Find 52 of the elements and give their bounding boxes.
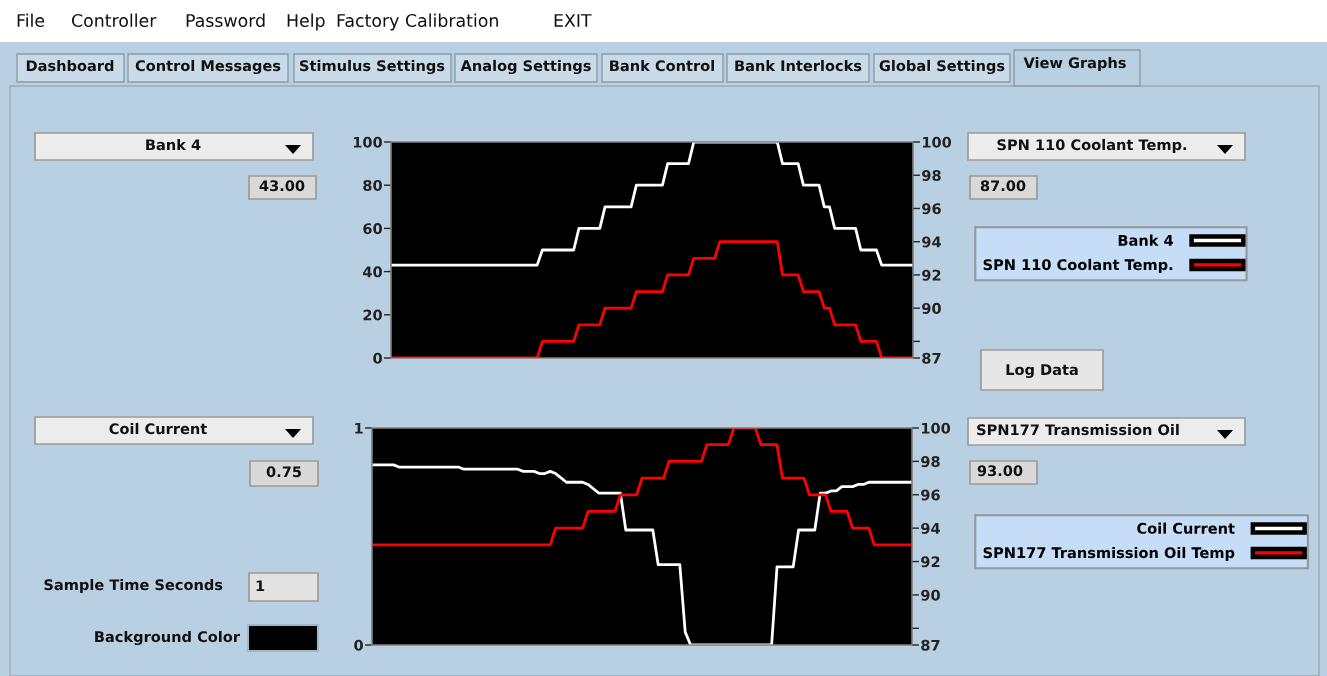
text: Sample Time Seconds — [44, 578, 223, 594]
text: SPN 110 Coolant Temp. — [997, 138, 1187, 154]
y2-tick-label: 98 — [922, 169, 941, 181]
y2-tick-label: 90 — [921, 589, 940, 601]
y-tick-label: 80 — [363, 179, 382, 191]
y-tick-label: 0 — [354, 639, 363, 651]
text: EXIT — [554, 14, 592, 27]
text: Global Settings — [879, 59, 1005, 75]
legend-label: SPN 110 Coolant Temp. — [983, 258, 1173, 274]
text: Controller — [71, 13, 157, 28]
y2-tick-label: 100 — [921, 422, 951, 434]
text: SPN177 Transmission Oil — [977, 423, 1179, 436]
text: Dashboard — [26, 59, 114, 72]
y-tick-label: 40 — [363, 266, 382, 278]
y-tick-label: 0 — [373, 352, 382, 364]
text: Analog Settings — [460, 59, 591, 75]
text: Bank 4 — [146, 138, 201, 151]
text: Control Messages — [135, 59, 281, 75]
y2-tick-label: 100 — [922, 136, 952, 148]
text: 1 — [256, 580, 265, 592]
text: File — [17, 13, 45, 28]
y2-tick-label: 92 — [922, 269, 941, 281]
legend-label: Bank 4 — [1118, 234, 1173, 246]
y2-tick-label: 94 — [922, 236, 941, 248]
text: Password — [186, 13, 265, 28]
text: 87.00 — [980, 180, 1026, 192]
y2-tick-label: 98 — [921, 456, 940, 468]
text: 0.75 — [266, 466, 301, 478]
text: Bank Interlocks — [735, 59, 862, 72]
text: 43.00 — [259, 180, 305, 192]
text: 93.00 — [977, 465, 1023, 477]
y-tick-label: 1 — [355, 422, 363, 434]
text: Background Color — [95, 630, 240, 646]
text: Log Data — [1006, 364, 1078, 379]
text: Stimulus Settings — [300, 59, 445, 75]
legend-label: SPN177 Transmission Oil Temp — [983, 546, 1235, 562]
legend-label: Coil Current — [1137, 522, 1235, 534]
text: Bank Control — [610, 59, 714, 72]
text: View Graphs — [1023, 56, 1126, 72]
y2-tick-label: 92 — [921, 556, 940, 568]
y-tick-label: 100 — [353, 136, 382, 148]
y2-tick-label: 94 — [921, 522, 940, 534]
text: Factory Calibration — [337, 13, 498, 31]
text: Coil Current — [109, 422, 207, 435]
y2-tick-label: 90 — [922, 302, 941, 314]
y-tick-label: 60 — [363, 223, 382, 235]
text: Help — [287, 13, 325, 31]
y2-tick-label: 87 — [921, 639, 940, 651]
y2-tick-label: 96 — [922, 203, 941, 215]
y2-tick-label: 87 — [922, 352, 941, 364]
y2-tick-label: 96 — [921, 489, 940, 501]
y-tick-label: 20 — [363, 309, 382, 321]
